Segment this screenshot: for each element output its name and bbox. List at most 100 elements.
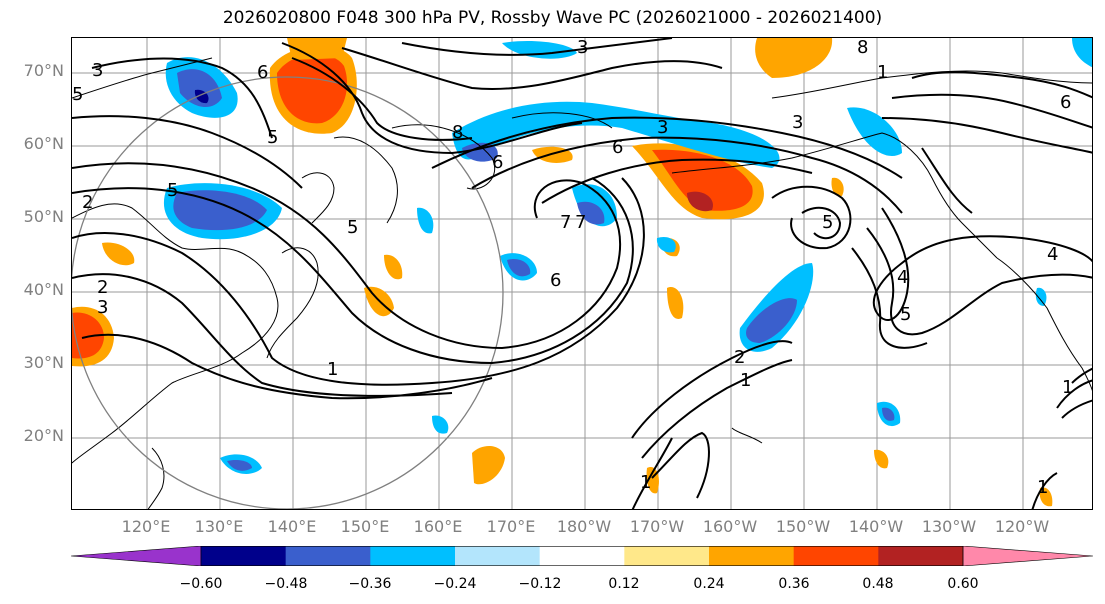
contour-label: 5 [72,84,83,105]
lon-label-120w: 120°W [994,517,1050,536]
anomaly-orange [102,242,135,266]
contour-label: 8 [857,38,868,58]
contour-label: 3 [92,60,103,81]
contour-label: 3 [577,38,588,58]
colorbar-tick-label: 0.60 [947,576,979,592]
contour-label: 6 [257,62,268,83]
anomaly-cyan [452,101,780,168]
colorbar [70,545,1094,567]
lon-label-120e: 120°E [121,517,171,536]
contour-label: 3 [97,297,108,318]
anomaly-cyan [656,236,676,253]
map-panel: 1 2 3 4 5 6 7 8 1 5 1 3 6 5 5 7 6 2 1 3 … [71,37,1093,510]
anomaly-orange [874,449,889,469]
pv-map: 1 2 3 4 5 6 7 8 1 5 1 3 6 5 5 7 6 2 1 3 … [72,38,1092,509]
anomaly-red [72,312,104,359]
lat-label-60: 60°N [23,134,64,153]
colorbar-tick-label: −0.48 [264,576,308,592]
anomaly-blue [746,298,797,343]
pv-contours [72,38,1092,509]
contour-label: 6 [1060,92,1071,113]
contour-label: 2 [82,192,93,213]
anomaly-blue [227,459,252,471]
lat-label-20: 20°N [23,426,64,445]
contour-label: 1 [1062,377,1073,398]
contour-label: 6 [612,137,623,158]
contour-label: 2 [97,277,108,298]
contour-label: 8 [452,122,463,143]
contour-label: 5 [167,180,178,201]
anomaly-orange [755,38,833,78]
anomaly-orange [472,446,505,485]
colorbar-tick-label: −0.12 [518,576,562,592]
contour-label: 3 [792,112,803,133]
anomaly-cyan [847,107,902,156]
colorbar-tick-label: −0.60 [179,576,223,592]
colorbar-tick-label: 0.12 [608,576,640,592]
colorbar-segment [878,546,964,566]
contour-label: 1 [740,370,751,391]
anomaly-red [277,53,348,124]
colorbar-segment [793,546,879,566]
range-ring [72,76,504,509]
lon-label-180w: 180°W [556,517,612,536]
lon-label-160w: 160°W [702,517,758,536]
colorbar-segment [370,546,456,566]
lon-label-140w: 140°W [848,517,904,536]
colorbar-segment [201,546,287,566]
lon-label-170w: 170°W [629,517,685,536]
lat-label-70: 70°N [23,61,64,80]
anomaly-blue [882,407,895,421]
anomaly-blue [177,69,222,108]
lat-label-40: 40°N [23,280,64,299]
anomaly-cyan [1035,287,1047,306]
contour-label: 6 [492,152,503,173]
contour-label: 1 [877,62,888,83]
contour-label: 1 [1037,477,1048,498]
anomaly-orange [667,287,684,319]
lon-label-150e: 150°E [340,517,390,536]
lat-label-30: 30°N [23,353,64,372]
colorbar-extend-min [70,545,202,567]
anomaly-cyan [432,415,449,434]
colorbar-segment [709,546,795,566]
contour-label: 2 [734,347,745,368]
contour-label: 5 [267,127,278,148]
anomaly-cyan [1072,38,1092,68]
colorbar-segment [539,546,625,566]
colorbar-tick-label: 0.48 [862,576,894,592]
contour-label: 7 [560,212,571,233]
contour-label: 1 [327,359,338,380]
anomaly-cyan [502,41,577,59]
colorbar-segment [455,546,541,566]
contour-label: 3 [657,117,668,138]
anomaly-red [652,149,753,211]
anomaly-orange [384,254,403,280]
lon-label-170e: 170°E [486,517,536,536]
contour-label: 7 [575,212,586,233]
colorbar-segment [285,546,371,566]
lon-label-130e: 130°E [194,517,244,536]
lon-label-140e: 140°E [267,517,317,536]
colorbar-extend-max [962,545,1094,567]
anomaly-blue [577,201,605,225]
contour-label: 6 [550,270,561,291]
colorbar-tick-label: 0.24 [693,576,725,592]
contour-label: 1 [640,472,651,493]
contour-label: 5 [822,212,833,233]
contour-label: 5 [347,217,358,238]
anomaly-orange [831,177,844,197]
contour-label-group: 1 2 3 4 5 6 7 8 1 5 1 3 6 5 5 7 6 2 1 3 … [72,38,1073,498]
anomaly-orange [1039,487,1053,507]
contour-label: 4 [1047,244,1058,265]
lon-label-160e: 160°E [413,517,463,536]
anomaly-blue [173,190,267,231]
lon-label-150w: 150°W [775,517,831,536]
anomaly-darkred [687,191,713,212]
coastlines [72,57,1092,509]
colorbar-segment [624,546,710,566]
map-title: 2026020800 F048 300 hPa PV, Rossby Wave … [222,8,883,28]
contour-label: 5 [900,304,911,325]
anomaly-blue [507,258,531,277]
colorbar-tick-label: 0.36 [778,576,810,592]
